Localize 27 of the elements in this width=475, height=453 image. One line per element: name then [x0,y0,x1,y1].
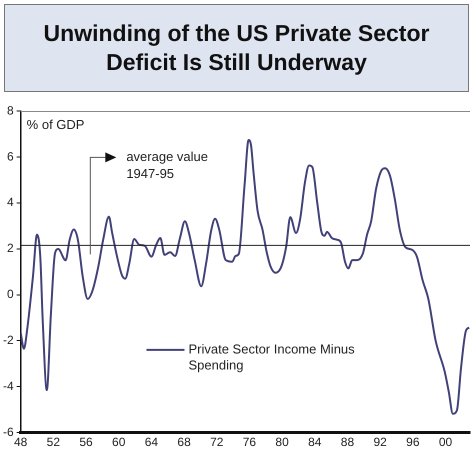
x-tick-label: 76 [242,435,256,450]
x-tick-label: 92 [373,435,388,450]
y-tick-label: 8 [6,103,14,118]
x-tick-label: 48 [14,435,28,450]
x-tick-label: 96 [406,435,420,450]
ref-line-label: average value 1947-95 [126,148,208,181]
y-tick-label: -6 [3,424,14,439]
x-tick-label: 84 [308,435,322,450]
y-axis-title: % of GDP [26,117,84,132]
x-tick-label: 80 [275,435,290,450]
x-tick-label: 64 [144,435,158,450]
line-series [20,138,470,415]
y-tick-label: 4 [6,195,14,210]
y-tick-label: 0 [6,287,14,302]
y-tick-label: 2 [6,241,14,256]
y-tick-label: 6 [6,149,14,164]
y-tick-label: -4 [3,378,14,393]
legend-label: Private Sector Income Minus Spending [188,341,356,372]
x-tick-label: 52 [46,435,60,450]
x-tick-label: 72 [210,435,224,450]
x-tick-label: 56 [79,435,94,450]
chart-title: Unwinding of the US Private Sector Deficit Is Still Underway [42,19,430,77]
x-tick-label: 88 [340,435,354,450]
x-tick-label: 00 [438,435,452,450]
x-tick-label: 60 [112,435,126,450]
y-tick-label: -2 [3,333,14,348]
x-tick-label: 68 [177,435,192,450]
